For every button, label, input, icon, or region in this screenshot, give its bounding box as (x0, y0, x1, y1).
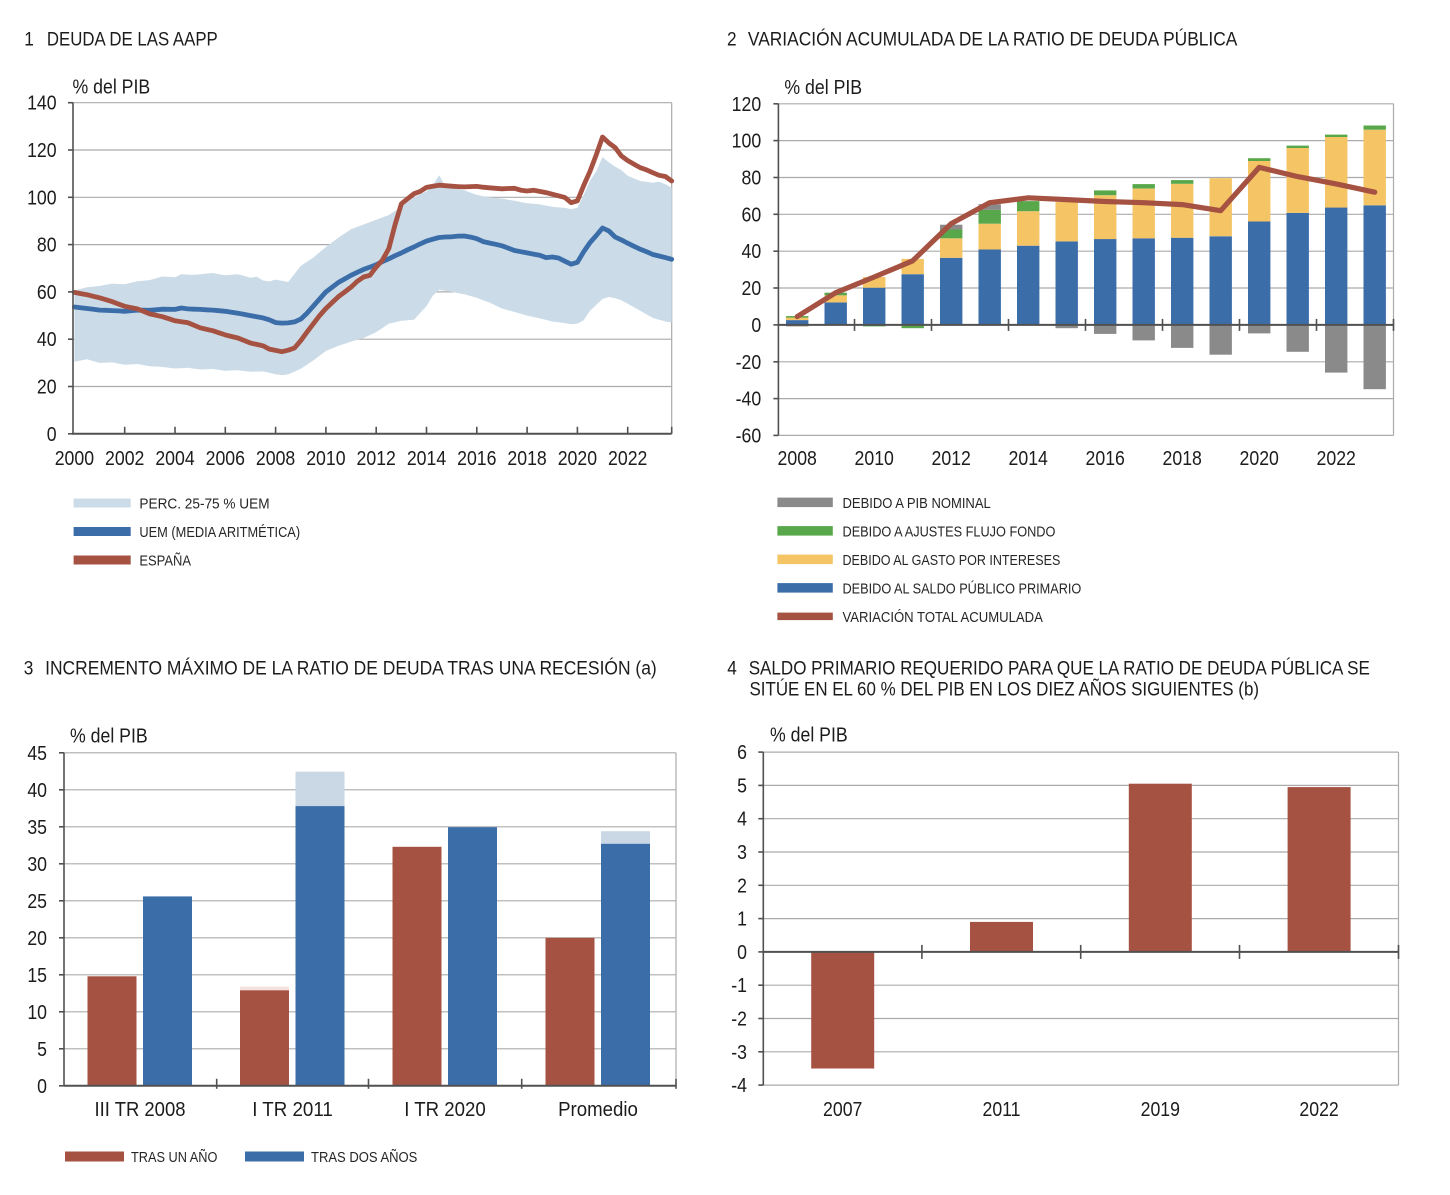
svg-text:2: 2 (737, 875, 747, 897)
svg-text:TRAS DOS AÑOS: TRAS DOS AÑOS (311, 1148, 417, 1165)
svg-text:-20: -20 (736, 352, 762, 374)
svg-text:4: 4 (727, 657, 737, 679)
svg-text:UEM (MEDIA ARITMÉTICA): UEM (MEDIA ARITMÉTICA) (139, 523, 300, 540)
svg-text:2020: 2020 (558, 448, 597, 470)
svg-text:TRAS UN AÑO: TRAS UN AÑO (131, 1148, 217, 1165)
svg-text:40: 40 (27, 780, 47, 802)
svg-text:ESPAÑA: ESPAÑA (139, 551, 191, 568)
svg-text:% del PIB: % del PIB (784, 77, 862, 99)
svg-text:2014: 2014 (407, 448, 446, 470)
svg-text:80: 80 (742, 168, 762, 190)
svg-text:0: 0 (37, 1076, 47, 1098)
svg-text:0: 0 (47, 424, 57, 446)
svg-text:2004: 2004 (155, 448, 194, 470)
svg-text:DEUDA DE LAS AAPP: DEUDA DE LAS AAPP (47, 28, 218, 49)
svg-text:INCREMENTO MÁXIMO DE LA RATIO: INCREMENTO MÁXIMO DE LA RATIO DE DEUDA T… (45, 657, 657, 679)
svg-text:2016: 2016 (457, 448, 496, 470)
svg-text:20: 20 (27, 928, 47, 950)
svg-text:VARIACIÓN ACUMULADA DE LA RATI: VARIACIÓN ACUMULADA DE LA RATIO DE DEUDA… (748, 27, 1238, 49)
svg-text:80: 80 (37, 235, 57, 257)
svg-text:15: 15 (27, 965, 47, 987)
svg-text:2010: 2010 (855, 448, 894, 470)
svg-text:I TR 2011: I TR 2011 (252, 1098, 333, 1121)
svg-text:2019: 2019 (1141, 1099, 1180, 1121)
svg-text:-1: -1 (731, 975, 747, 997)
svg-text:4: 4 (737, 809, 747, 831)
svg-text:I TR 2020: I TR 2020 (404, 1099, 485, 1121)
svg-text:45: 45 (27, 743, 47, 765)
svg-text:-3: -3 (731, 1042, 747, 1064)
svg-text:DEBIDO A PIB NOMINAL: DEBIDO A PIB NOMINAL (843, 494, 991, 511)
svg-text:2007: 2007 (823, 1099, 862, 1121)
svg-text:100: 100 (732, 131, 762, 153)
svg-text:120: 120 (27, 140, 57, 162)
svg-text:100: 100 (27, 187, 57, 209)
svg-text:2011: 2011 (982, 1099, 1020, 1121)
svg-text:% del PIB: % del PIB (73, 77, 151, 99)
svg-text:2020: 2020 (1240, 448, 1279, 470)
svg-text:2016: 2016 (1086, 448, 1125, 470)
svg-text:1: 1 (737, 909, 747, 931)
svg-text:-2: -2 (731, 1009, 747, 1031)
svg-text:2014: 2014 (1009, 448, 1048, 470)
svg-text:35: 35 (27, 817, 47, 839)
svg-text:0: 0 (751, 315, 761, 337)
svg-text:2010: 2010 (306, 448, 345, 470)
svg-text:20: 20 (37, 377, 57, 399)
svg-text:2008: 2008 (778, 448, 817, 470)
svg-text:-60: -60 (736, 425, 762, 447)
svg-text:-40: -40 (736, 389, 762, 411)
svg-text:3: 3 (737, 842, 747, 864)
svg-text:30: 30 (27, 854, 47, 876)
svg-text:DEBIDO AL SALDO PÚBLICO PRIMAR: DEBIDO AL SALDO PÚBLICO PRIMARIO (843, 579, 1082, 596)
svg-text:VARIACIÓN TOTAL ACUMULADA: VARIACIÓN TOTAL ACUMULADA (843, 608, 1044, 626)
svg-text:2018: 2018 (1163, 448, 1202, 470)
svg-text:Promedio: Promedio (558, 1098, 638, 1121)
svg-text:PERC. 25-75 % UEM: PERC. 25-75 % UEM (139, 496, 269, 513)
svg-text:60: 60 (742, 204, 762, 226)
svg-text:25: 25 (27, 891, 47, 913)
svg-text:2012: 2012 (932, 448, 971, 470)
svg-text:40: 40 (37, 329, 57, 351)
svg-text:140: 140 (27, 93, 57, 115)
svg-text:2022: 2022 (1317, 448, 1356, 470)
svg-text:40: 40 (742, 241, 762, 263)
svg-text:SITÚE EN EL 60 % DEL PIB EN LO: SITÚE EN EL 60 % DEL PIB EN LOS DIEZ AÑO… (750, 677, 1259, 699)
svg-text:20: 20 (742, 278, 762, 300)
svg-text:% del PIB: % del PIB (770, 725, 848, 747)
svg-text:60: 60 (37, 282, 57, 304)
svg-text:% del PIB: % del PIB (70, 726, 148, 748)
svg-text:DEBIDO AL GASTO POR INTERESES: DEBIDO AL GASTO POR INTERESES (843, 551, 1061, 568)
svg-text:2: 2 (727, 27, 737, 49)
svg-text:DEBIDO A AJUSTES FLUJO FONDO: DEBIDO A AJUSTES FLUJO FONDO (843, 522, 1056, 539)
svg-text:2012: 2012 (357, 448, 396, 470)
svg-text:2018: 2018 (507, 448, 546, 470)
svg-text:2000: 2000 (55, 448, 94, 470)
svg-text:6: 6 (737, 742, 747, 764)
svg-text:2022: 2022 (1299, 1099, 1338, 1121)
svg-text:2006: 2006 (206, 448, 245, 470)
svg-text:SALDO PRIMARIO REQUERIDO PARA: SALDO PRIMARIO REQUERIDO PARA QUE LA RAT… (749, 657, 1370, 679)
svg-text:0: 0 (737, 942, 747, 964)
svg-text:5: 5 (37, 1039, 47, 1061)
svg-text:1: 1 (24, 27, 34, 49)
svg-text:III TR 2008: III TR 2008 (95, 1099, 186, 1121)
svg-text:120: 120 (732, 94, 762, 116)
svg-text:2022: 2022 (608, 448, 647, 470)
svg-text:2002: 2002 (105, 448, 144, 470)
svg-text:3: 3 (24, 657, 34, 679)
svg-text:10: 10 (27, 1002, 47, 1024)
svg-text:2008: 2008 (256, 448, 295, 470)
svg-text:-4: -4 (731, 1075, 747, 1097)
svg-text:5: 5 (737, 775, 747, 797)
